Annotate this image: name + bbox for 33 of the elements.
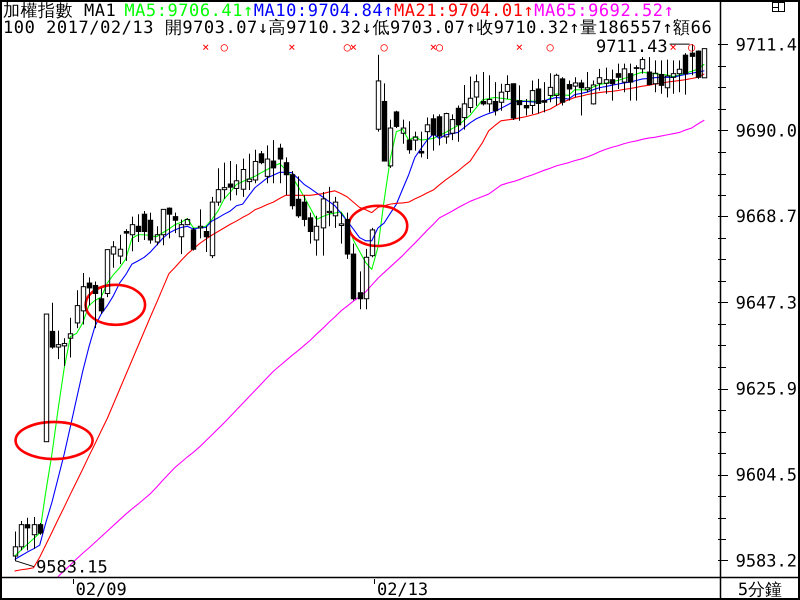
text: MA21:9704.01↑: [394, 1, 534, 21]
annotation: ○: [546, 40, 555, 54]
y-tick-label: 9711.4: [736, 35, 797, 56]
annotation: ×: [288, 40, 296, 54]
annotation: ○: [380, 40, 388, 54]
candlestick: [474, 74, 480, 106]
annotation: ○: [220, 40, 229, 54]
x-tick-label: 02/09: [76, 580, 127, 600]
annotation: 9711.43: [596, 37, 668, 58]
candlestick: [400, 119, 406, 144]
candlestick: [68, 317, 74, 358]
text: 100 2017/02/13 開9703.07↓高9710.32↓低9703.07↑收9710.32↑量186557↑額66: [3, 18, 712, 38]
y-tick-label: 9647.3: [736, 293, 797, 314]
annotation: ×: [350, 40, 357, 54]
candlestick: [198, 208, 204, 239]
candlestick: [118, 234, 124, 265]
annotation: ×: [670, 40, 677, 54]
annotation: ○: [344, 40, 352, 54]
text: MA5:9706.41↑: [124, 1, 254, 21]
x-axis-title: 5分鐘: [738, 580, 782, 600]
text: MA65:9692.52↑: [534, 1, 674, 21]
x-tick-label: 02/13: [376, 580, 428, 600]
y-tick-label: 9690.0: [736, 121, 797, 142]
annotation: ○: [436, 40, 444, 54]
candlestick: [596, 68, 602, 92]
y-tick-label: 9625.9: [736, 380, 797, 400]
annotation: ×: [202, 40, 210, 54]
y-tick-label: 9604.5: [736, 466, 797, 486]
chart-title: 加權指數 MA1: [3, 1, 116, 21]
annotation: ×: [516, 40, 524, 54]
annotation: ×: [430, 40, 437, 54]
y-tick-label: 9583.2: [736, 551, 797, 572]
y-tick-label: 9668.7: [736, 207, 797, 228]
